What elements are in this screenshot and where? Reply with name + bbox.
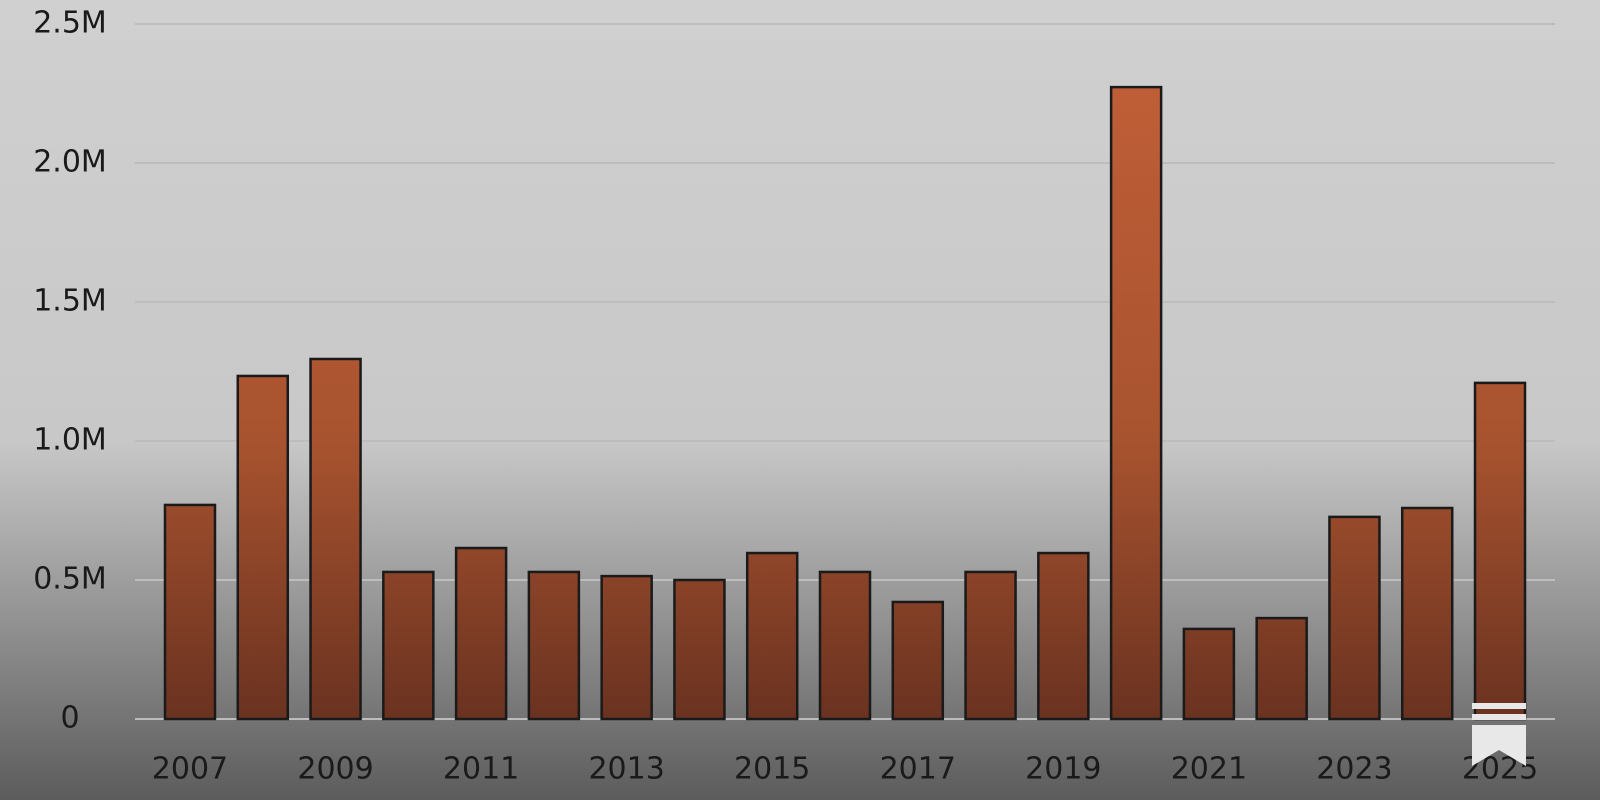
bar — [818, 570, 872, 721]
bar — [1400, 506, 1454, 721]
y-tick-label: 0 — [60, 701, 79, 736]
y-tick-label: 1.0M — [33, 423, 107, 458]
bar — [527, 570, 581, 721]
bar — [382, 570, 435, 721]
y-tick-label: 0.5M — [33, 562, 107, 597]
bar — [1473, 381, 1527, 721]
bar — [891, 600, 945, 721]
y-tick-label: 2.5M — [33, 6, 107, 41]
bar — [1109, 85, 1163, 721]
bar — [1037, 551, 1090, 721]
bar — [673, 578, 726, 721]
bar — [1255, 616, 1308, 721]
x-tick-label: 2015 — [734, 752, 810, 787]
bar — [163, 503, 217, 721]
x-tick-label: 2013 — [588, 752, 664, 787]
bar — [1182, 627, 1236, 721]
bar — [600, 574, 653, 721]
x-tick-label: 2007 — [152, 752, 228, 787]
x-tick-label: 2021 — [1171, 752, 1247, 787]
bar — [309, 357, 362, 721]
y-tick-label: 2.0M — [33, 145, 107, 180]
bar — [964, 570, 1017, 721]
bar — [1328, 515, 1381, 721]
x-tick-label: 2023 — [1316, 752, 1392, 787]
x-tick-label: 2019 — [1025, 752, 1101, 787]
bar — [745, 551, 799, 721]
x-tick-label: 2011 — [443, 752, 519, 787]
logo — [1472, 703, 1526, 766]
bar — [236, 374, 290, 721]
bar — [454, 546, 508, 721]
x-tick-label: 2017 — [880, 752, 956, 787]
y-tick-label: 1.5M — [33, 284, 107, 319]
x-tick-label: 2009 — [297, 752, 373, 787]
